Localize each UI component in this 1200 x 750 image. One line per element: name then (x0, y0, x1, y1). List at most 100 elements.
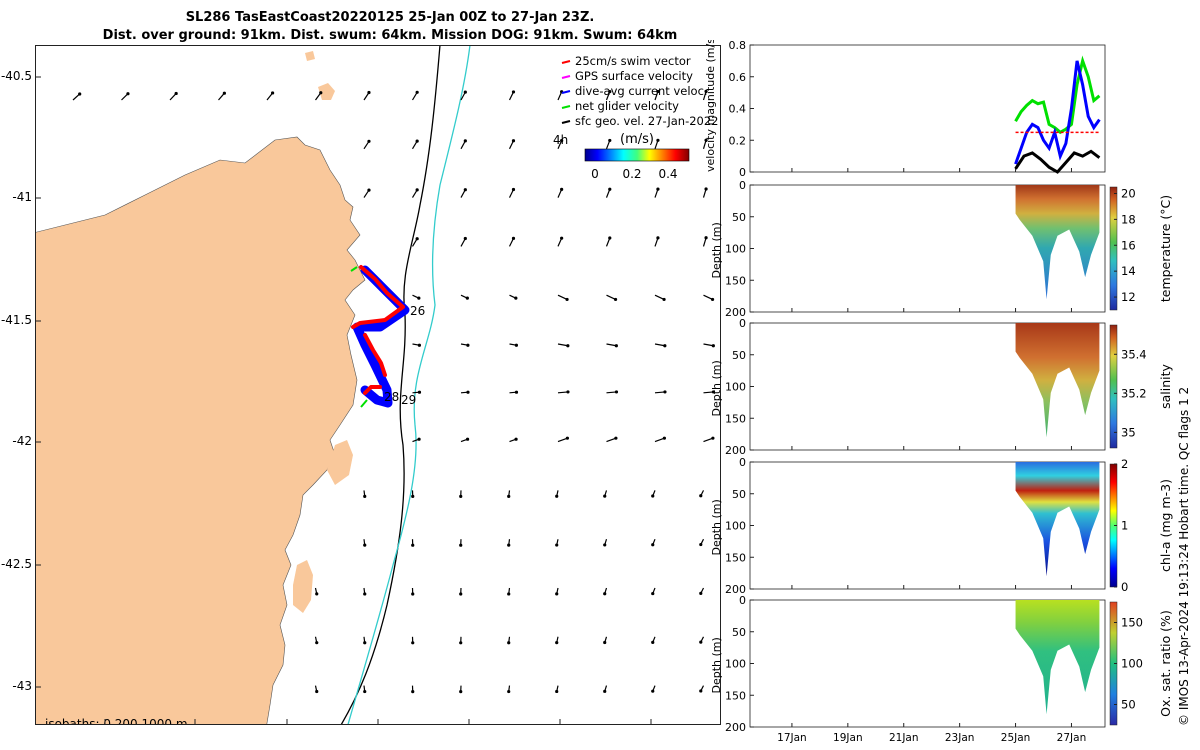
geo-velocity-arrowhead (699, 542, 703, 547)
map-colorbar (584, 148, 690, 162)
depth-ylabel: Depth (m) (710, 637, 723, 693)
geo-velocity-arrowhead (566, 390, 570, 394)
geo-velocity-arrowhead (608, 90, 612, 94)
depth-y-tick: 50 (732, 488, 746, 501)
freycinet-peninsula (327, 440, 353, 485)
geo-velocity-arrowhead (511, 236, 516, 240)
geo-velocity-arrow (557, 437, 568, 443)
geo-velocity-arrowhead (704, 89, 708, 93)
colorbar-tick: 16 (1121, 238, 1136, 252)
map-y-tick-label: -41.5 (0, 313, 32, 327)
geo-velocity-arrowhead (514, 390, 519, 394)
island-north-1 (318, 83, 335, 100)
time-x-tick-label: 19Jan (833, 732, 863, 744)
colorbar-tick: 150 (1121, 616, 1143, 630)
map-y-tick-label: -40.5 (0, 69, 32, 83)
colorbar-tick: 20 (1121, 186, 1136, 200)
geo-velocity-arrowhead (555, 494, 559, 498)
legend-label: 25cm/s swim vector (575, 54, 691, 68)
geo-velocity-arrowhead (415, 139, 419, 143)
geo-velocity-arrowhead (711, 436, 715, 440)
velocity-series-line (1014, 55, 1101, 135)
day-label-29: 29 (401, 393, 416, 407)
depth-y-tick: 50 (732, 211, 746, 224)
legend-label: GPS surface velocity (575, 69, 693, 83)
geo-velocity-arrowhead (459, 689, 463, 694)
legend-arrow-icon (561, 120, 571, 124)
geo-velocity-arrowhead (704, 138, 708, 142)
geo-velocity-arrowhead (459, 592, 463, 596)
geo-velocity-arrow (557, 391, 569, 394)
geo-velocity-arrowhead (651, 591, 655, 596)
geo-velocity-arrowhead (507, 592, 511, 596)
geo-velocity-arrow (654, 343, 665, 347)
geo-velocity-arrowhead (507, 543, 511, 547)
depth-y-tick: 200 (725, 444, 746, 457)
geo-velocity-arrowhead (710, 297, 715, 302)
geo-velocity-arrowhead (699, 689, 703, 693)
legend-label: dive-avg current veloc. (575, 84, 708, 98)
depth-y-tick: 0 (739, 179, 746, 192)
geo-velocity-arrowhead (315, 689, 319, 694)
isobath-label: isobaths: 0 200 1000 m (45, 717, 188, 725)
geo-velocity-arrowhead (363, 543, 367, 547)
depth-y-tick: 150 (725, 274, 746, 287)
geostrophic-velocity-arrows (72, 89, 716, 694)
geo-velocity-arrowhead (613, 297, 618, 302)
geo-velocity-arrowhead (459, 543, 463, 547)
section-heatmap (1015, 462, 1100, 577)
geo-velocity-arrowhead (662, 436, 666, 440)
geo-velocity-arrowhead (699, 640, 703, 644)
depth-y-tick: 100 (725, 381, 746, 394)
depth-y-tick: 150 (725, 412, 746, 425)
geo-velocity-arrowhead (222, 91, 226, 95)
geo-velocity-arrowhead (608, 138, 612, 143)
glider-track-net (350, 266, 368, 408)
geo-velocity-arrow (606, 391, 617, 394)
legend-arrow-icon (561, 60, 571, 64)
geo-velocity-arrow (703, 343, 714, 347)
geo-velocity-arrow (654, 294, 665, 300)
velocity-series-line (1014, 60, 1101, 165)
day-label-28: 28 (384, 390, 399, 404)
geo-velocity-arrow (654, 437, 665, 443)
depth-y-tick: 50 (732, 626, 746, 639)
colorbar-tick: 2 (1121, 457, 1128, 471)
isobath-200m (340, 45, 441, 725)
colorbar-tick: 14 (1121, 264, 1136, 278)
section-heatmap (1015, 185, 1100, 300)
glider-track-swim (351, 265, 405, 395)
island-north-2 (305, 51, 315, 61)
geo-velocity-arrowhead (465, 437, 470, 441)
time-x-tick-label: 25Jan (1001, 732, 1031, 744)
geo-velocity-arrowhead (411, 592, 415, 596)
geo-velocity-arrow (654, 391, 666, 394)
colorbar-units-label: (m/s) (620, 132, 654, 147)
geo-velocity-arrowhead (699, 494, 703, 498)
geo-velocity-arrowhead (663, 344, 667, 348)
geo-velocity-arrowhead (367, 188, 371, 192)
geo-velocity-arrowhead (270, 91, 275, 95)
colorbar-tick-1: 0.2 (622, 167, 641, 181)
colorbar-tick: 50 (1121, 698, 1136, 712)
colorbar-tick: 35.2 (1121, 386, 1147, 400)
geo-velocity-arrowhead (315, 641, 319, 645)
legend-label: sfc geo. vel. 27-Jan-2022 (575, 114, 719, 128)
panel-colorbar (1109, 324, 1118, 449)
depth-y-tick: 200 (725, 721, 746, 734)
geo-velocity-arrowhead (704, 187, 708, 191)
time-x-tick-label: 27Jan (1057, 732, 1087, 744)
figure-subtitle: Dist. over ground: 91km. Dist. swum: 64k… (102, 28, 678, 43)
legend-arrow-icon (561, 90, 571, 94)
geo-velocity-arrowhead (466, 390, 470, 394)
geo-velocity-arrowhead (511, 139, 516, 143)
velocity-series-line (1014, 149, 1101, 174)
colorbar-tick: 0 (1121, 580, 1128, 594)
map-y-tick-label: -42.5 (0, 557, 32, 571)
geo-velocity-arrow (557, 294, 568, 300)
geo-velocity-arrowhead (463, 236, 467, 241)
geo-velocity-arrowhead (174, 91, 178, 96)
geo-velocity-arrowhead (363, 592, 367, 596)
geo-velocity-arrowhead (126, 92, 130, 96)
